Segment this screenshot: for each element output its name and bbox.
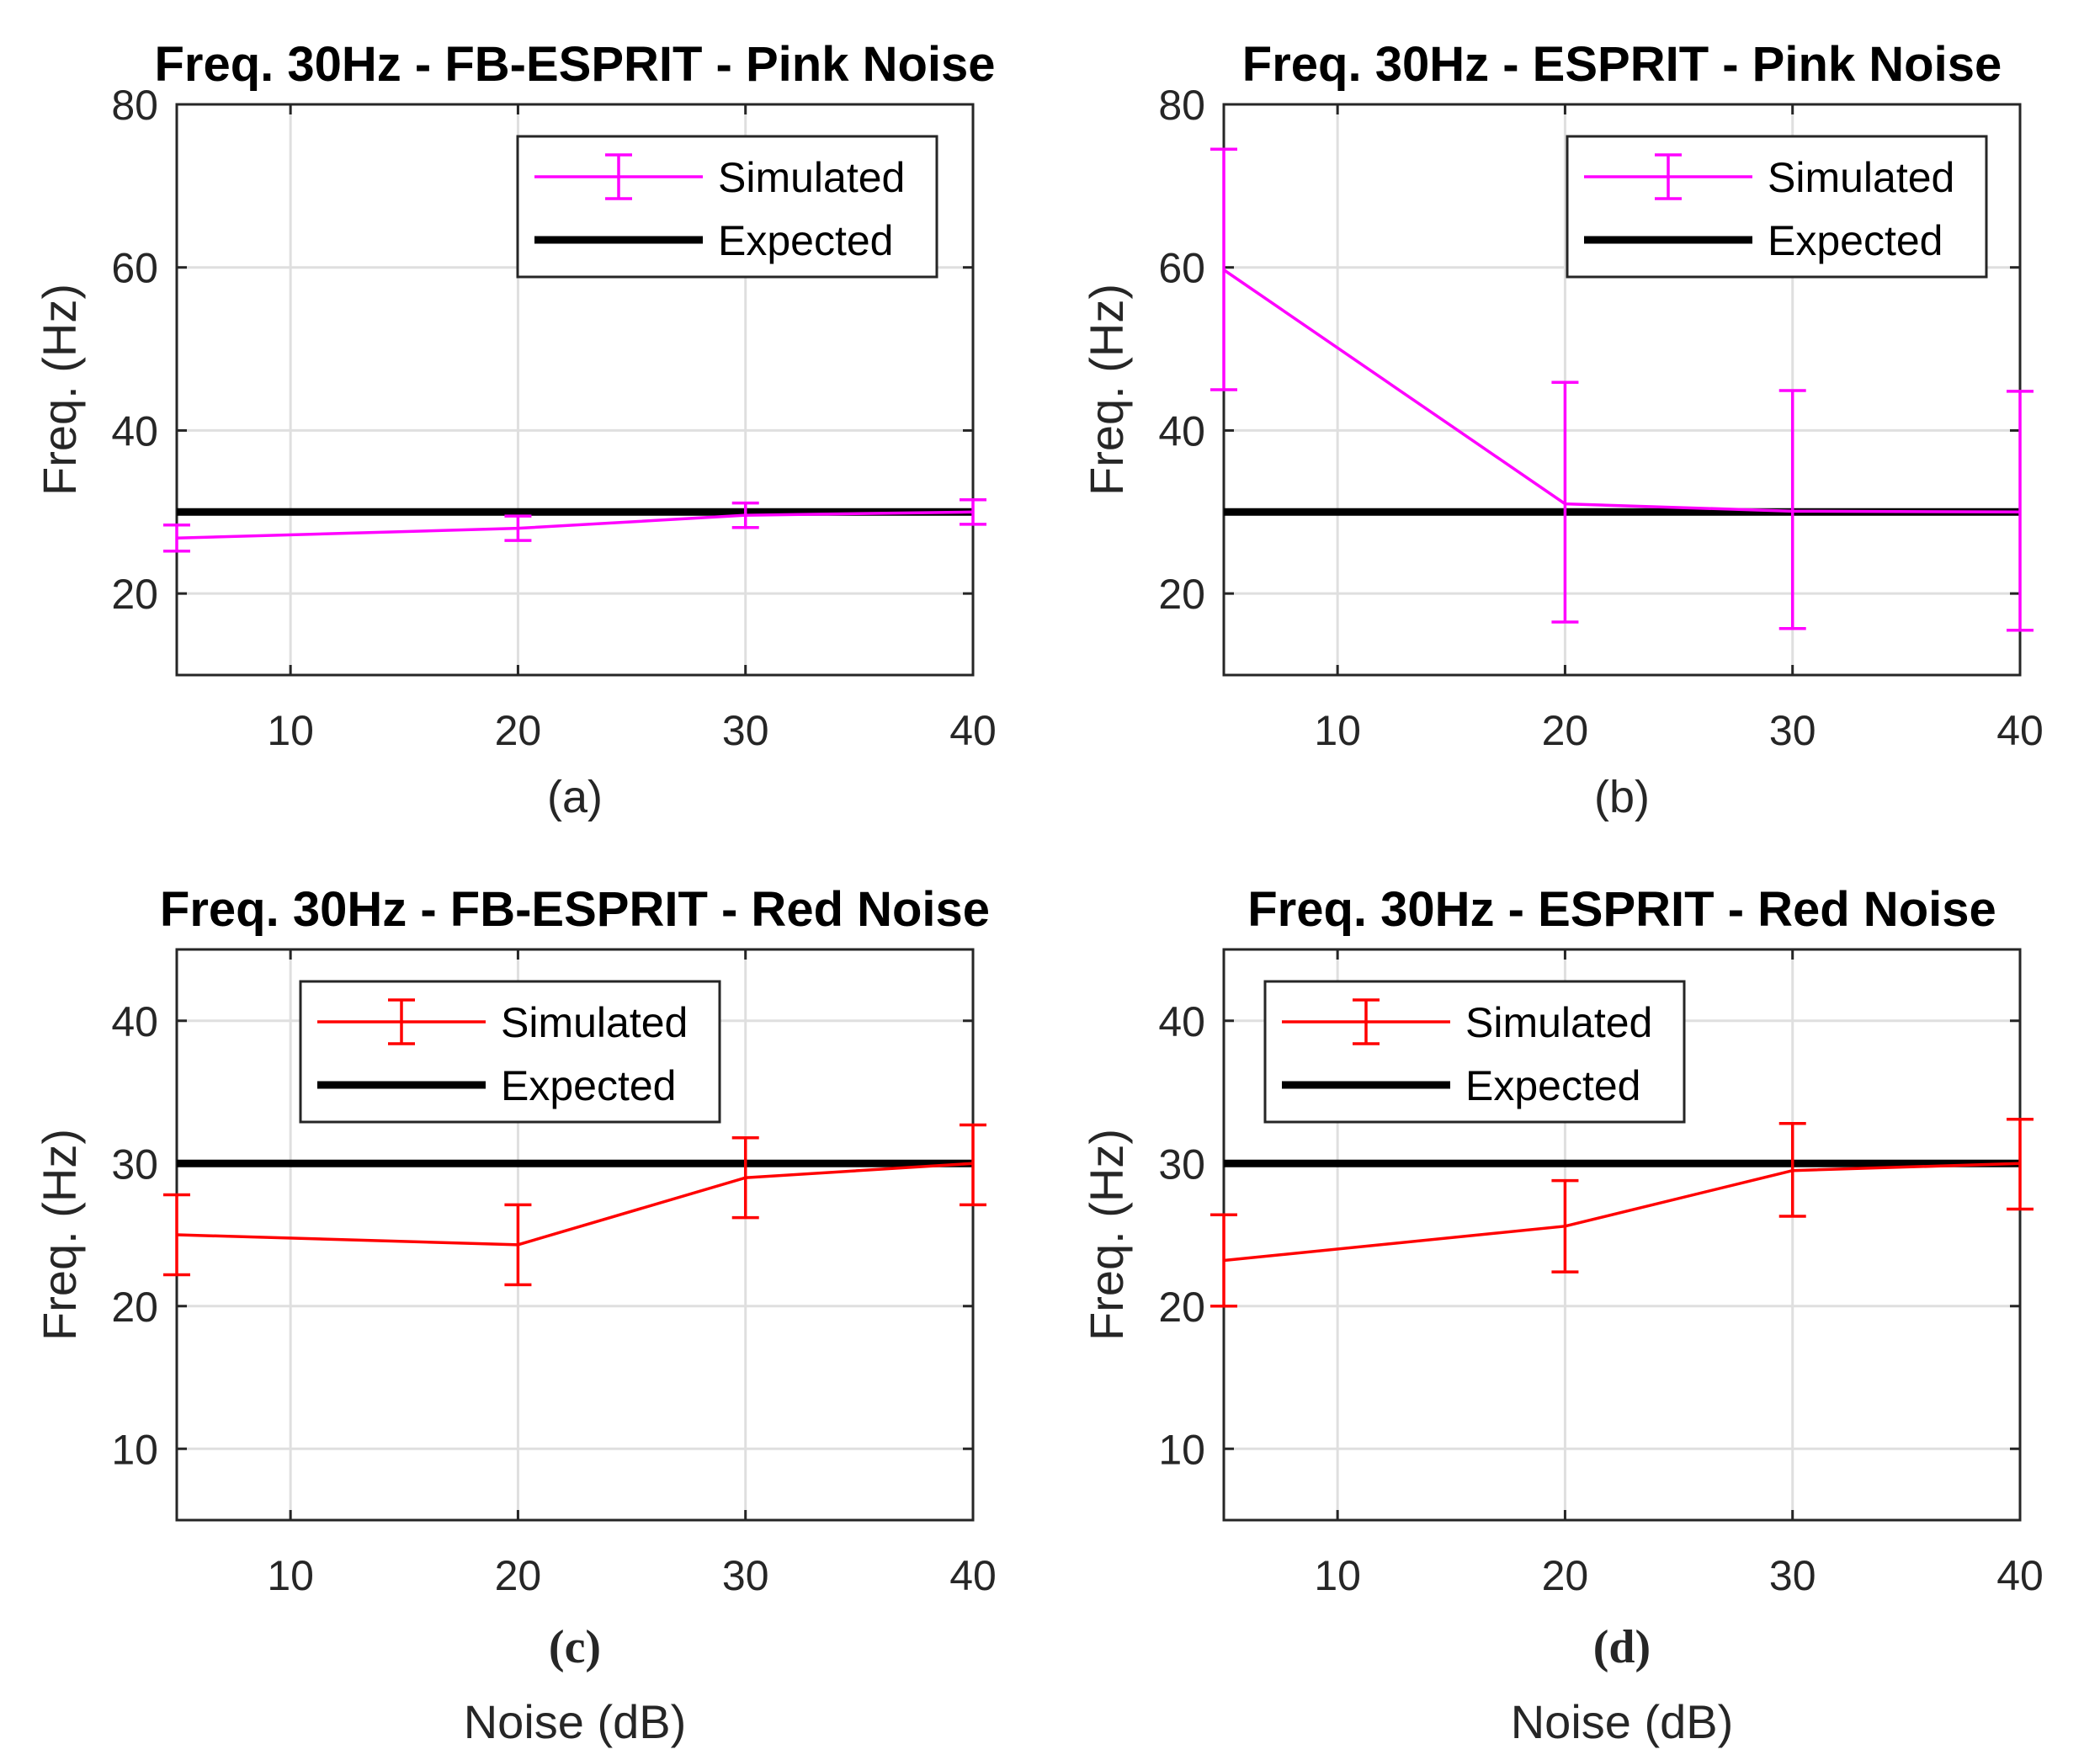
x-tick-label: 40	[1996, 1552, 2044, 1599]
x-tick-label: 30	[722, 707, 769, 754]
legend-box	[1566, 135, 1988, 279]
y-axis-label: Freq. (Hz)	[33, 284, 86, 496]
chart-title: Freq. 30Hz - FB-ESPRIT - Red Noise	[160, 882, 990, 937]
error-bar	[1551, 380, 1579, 624]
error-bar	[504, 1203, 532, 1287]
legend-box	[299, 980, 721, 1124]
y-tick-label: 20	[1158, 571, 1205, 618]
y-axis-label: Freq. (Hz)	[33, 1129, 86, 1341]
panel-caption: (b)	[1594, 772, 1650, 822]
legend-box	[1263, 980, 1686, 1124]
y-tick-label: 20	[111, 1284, 158, 1331]
error-bar	[960, 498, 986, 526]
x-tick-label: 20	[495, 1552, 542, 1599]
simulated-line	[1223, 1162, 2021, 1263]
x-tick-label: 30	[722, 1552, 769, 1599]
legend: Simulated Expected	[1263, 980, 1686, 1124]
error-bar	[2007, 1117, 2034, 1211]
error-bar	[731, 501, 759, 529]
simulated-line	[176, 1162, 974, 1247]
legend-simulated-label: Simulated	[1465, 999, 1652, 1046]
x-tick-label: 40	[949, 707, 997, 754]
error-bar	[1778, 1122, 1806, 1218]
y-axis-label: Freq. (Hz)	[1080, 284, 1133, 496]
x-tick-label: 10	[267, 1552, 314, 1599]
x-tick-label: 40	[1996, 707, 2044, 754]
chart-panel-d: 10 20 30 40 10 20 30 40 Freq. 30Hz - ESPRIT - Re…	[1080, 882, 2044, 1748]
error-bar	[2007, 390, 2034, 632]
chart-panel-c: 10 20 30 40 10 20 30 40 Freq. 30Hz - FB-ESPRIT -…	[33, 882, 997, 1748]
x-tick-label: 40	[949, 1552, 997, 1599]
error-bar	[731, 1135, 759, 1220]
panel-caption: (a)	[547, 772, 603, 822]
x-axis-label: Noise (dB)	[1511, 1695, 1734, 1748]
error-bar	[504, 514, 532, 542]
x-tick-label: 10	[267, 707, 314, 754]
legend: Simulated Expected	[1566, 135, 1988, 279]
legend: Simulated Expected	[516, 135, 938, 279]
legend: Simulated Expected	[299, 980, 721, 1124]
chart-panel-b: 10 20 30 40 20 40 60 80 Freq. 30Hz - ESPRIT - Pi…	[1080, 37, 2044, 822]
y-tick-label: 30	[111, 1141, 158, 1188]
error-bar	[1551, 1178, 1579, 1273]
panel-caption: (d)	[1593, 1621, 1651, 1673]
legend-simulated-label: Simulated	[1768, 154, 1954, 201]
error-bar	[1210, 1213, 1237, 1308]
legend-expected-label: Expected	[1465, 1062, 1640, 1109]
y-tick-label: 30	[1158, 1141, 1205, 1188]
y-tick-label: 80	[111, 82, 158, 129]
legend-expected-label: Expected	[1768, 217, 1943, 264]
legend-expected-label: Expected	[718, 217, 893, 264]
x-tick-label: 10	[1314, 1552, 1361, 1599]
error-bar	[960, 1123, 986, 1207]
y-tick-label: 20	[111, 571, 158, 618]
y-tick-label: 10	[111, 1426, 158, 1473]
y-tick-label: 40	[111, 998, 158, 1045]
chart-title: Freq. 30Hz - FB-ESPRIT - Pink Noise	[154, 37, 995, 92]
legend-box	[516, 135, 938, 279]
simulated-line	[176, 510, 974, 540]
error-bar	[163, 524, 190, 553]
chart-title: Freq. 30Hz - ESPRIT - Pink Noise	[1242, 37, 2002, 92]
simulated-line	[1223, 269, 2021, 514]
y-tick-label: 60	[111, 245, 158, 292]
x-tick-label: 20	[1542, 707, 1589, 754]
error-bar	[1210, 147, 1237, 391]
legend-simulated-label: Simulated	[718, 154, 905, 201]
error-bar	[1778, 389, 1806, 630]
x-tick-label: 20	[1542, 1552, 1589, 1599]
y-axis-label: Freq. (Hz)	[1080, 1129, 1133, 1341]
x-tick-label: 20	[495, 707, 542, 754]
legend-expected-label: Expected	[501, 1062, 676, 1109]
chart-title: Freq. 30Hz - ESPRIT - Red Noise	[1247, 882, 1996, 937]
y-tick-label: 60	[1158, 245, 1205, 292]
axes-box	[175, 103, 975, 677]
y-tick-label: 80	[1158, 82, 1205, 129]
x-tick-label: 10	[1314, 707, 1361, 754]
x-tick-label: 30	[1769, 1552, 1816, 1599]
panel-caption: (c)	[549, 1621, 601, 1673]
x-tick-label: 30	[1769, 707, 1816, 754]
y-tick-label: 40	[1158, 407, 1205, 455]
y-tick-label: 20	[1158, 1284, 1205, 1331]
error-bar	[163, 1193, 190, 1277]
y-tick-label: 10	[1158, 1426, 1205, 1473]
y-tick-label: 40	[111, 407, 158, 455]
y-tick-label: 40	[1158, 998, 1205, 1045]
x-axis-label: Noise (dB)	[464, 1695, 687, 1748]
legend-simulated-label: Simulated	[501, 999, 688, 1046]
